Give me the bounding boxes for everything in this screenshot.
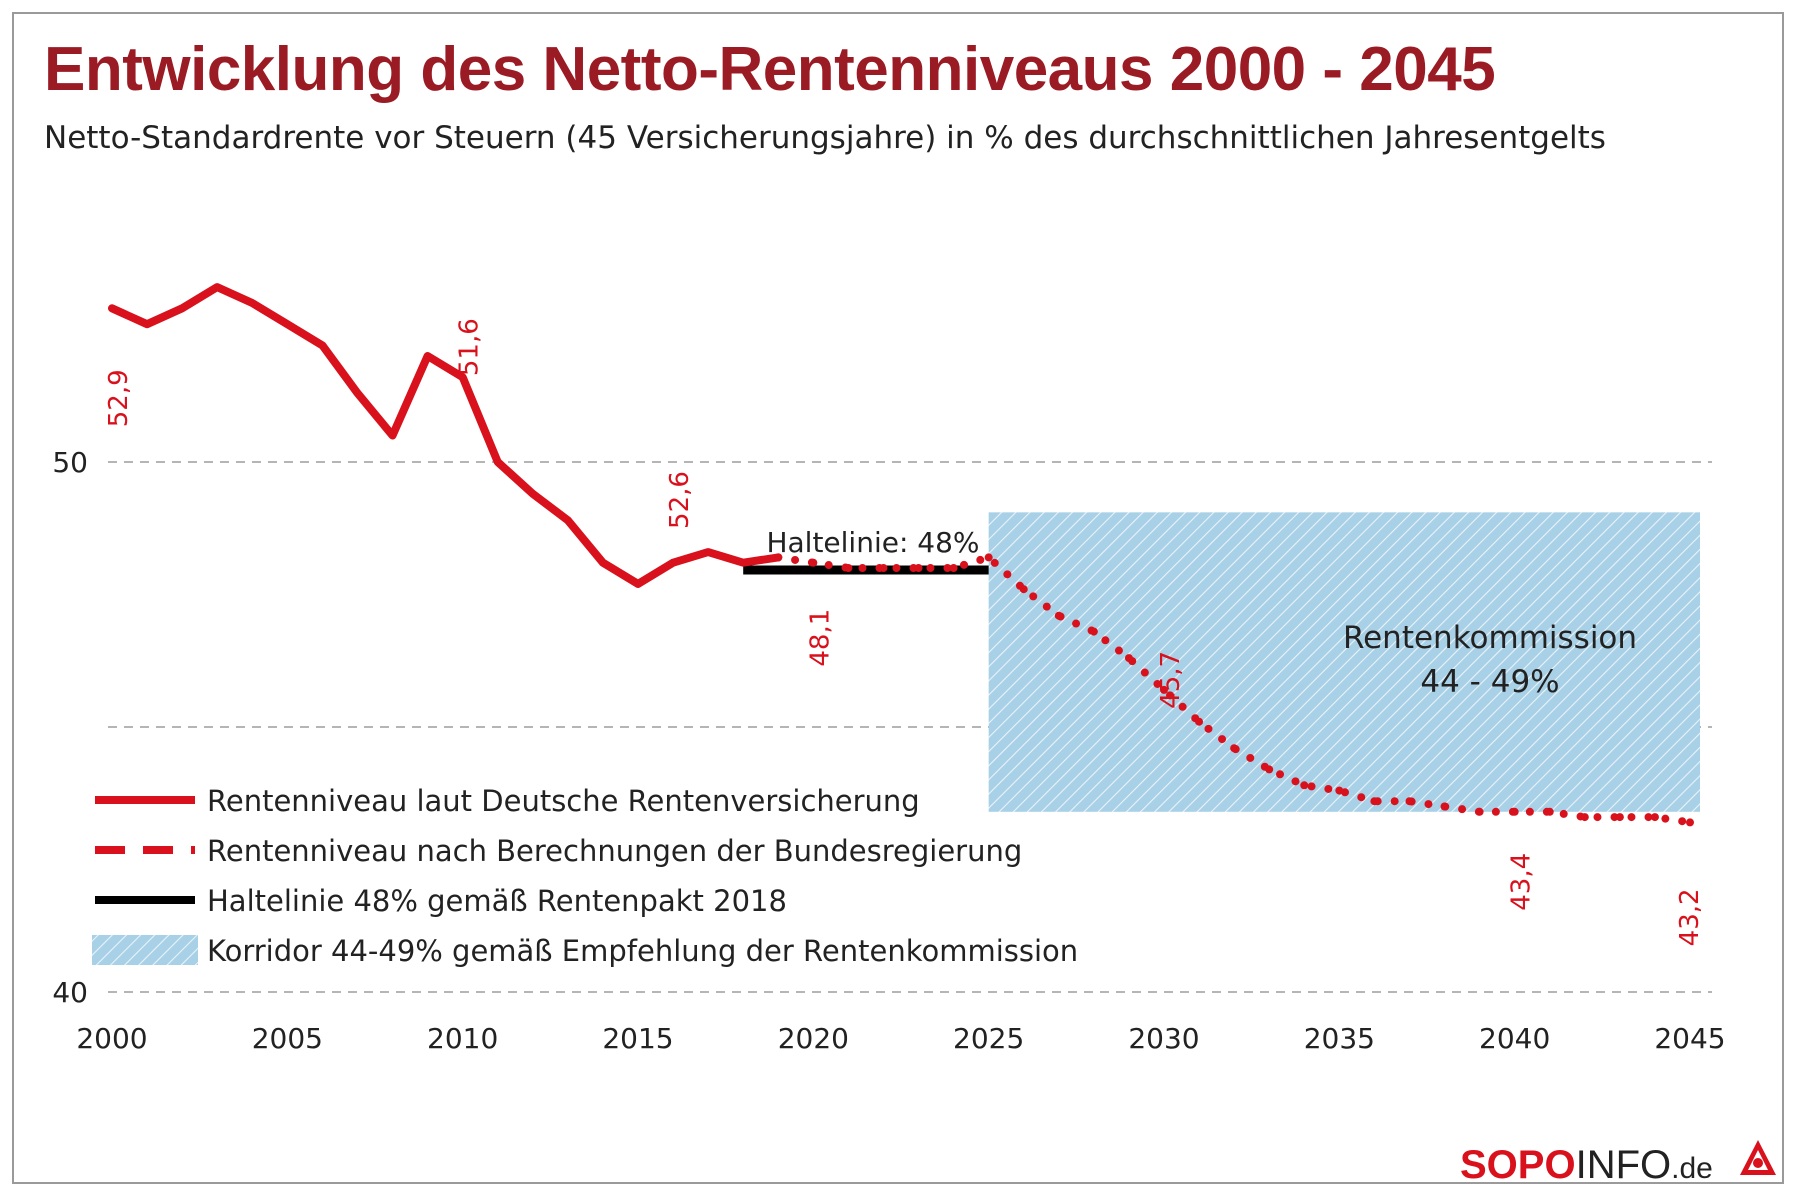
corridor-range-label: 44 - 49%	[1420, 664, 1559, 700]
data-label: 52,9	[104, 369, 134, 427]
data-point-projected	[1265, 765, 1274, 774]
data-label: 52,6	[665, 471, 695, 529]
legend-label: Rentenniveau nach Berechnungen der Bunde…	[207, 834, 1022, 868]
legend-corridor-swatch	[92, 935, 198, 965]
data-point-projected	[1475, 807, 1484, 816]
data-point-projected	[1510, 807, 1519, 816]
y-tick-label: 50	[52, 446, 88, 479]
data-point-projected	[1089, 627, 1098, 636]
x-tick-label: 2030	[1128, 1022, 1199, 1055]
data-label: 51,6	[455, 318, 485, 376]
data-label: 43,4	[1507, 853, 1537, 911]
data-point-projected	[1580, 813, 1589, 822]
data-label: 43,2	[1675, 888, 1705, 946]
x-tick-label: 2015	[602, 1022, 673, 1055]
data-point-projected	[879, 564, 888, 572]
data-label: 45,7	[1156, 651, 1186, 709]
data-point-projected	[1686, 818, 1694, 827]
ig-metall-logo-icon	[1740, 1140, 1776, 1175]
series-actual-line	[108, 283, 783, 588]
data-point-projected	[1195, 717, 1204, 726]
data-point-projected	[949, 564, 958, 572]
y-tick-label: 40	[52, 976, 88, 1009]
data-point-projected	[1650, 813, 1659, 822]
data-point-projected	[1545, 807, 1554, 816]
corridor-label: Rentenkommission	[1343, 620, 1637, 656]
data-point-projected	[984, 553, 993, 562]
legend-label: Korridor 44-49% gemäß Empfehlung der Ren…	[207, 934, 1078, 968]
data-label: 48,1	[805, 609, 835, 667]
corridor-band	[988, 512, 1700, 812]
data-point-projected	[1124, 654, 1133, 663]
x-tick-label: 2025	[953, 1022, 1024, 1055]
x-tick-label: 2005	[252, 1022, 323, 1055]
legend-label: Haltelinie 48% gemäß Rentenpakt 2018	[207, 884, 787, 918]
data-point-projected	[1370, 797, 1379, 806]
data-point-projected	[1615, 813, 1624, 822]
x-tick-label: 2020	[778, 1022, 849, 1055]
data-point-projected	[774, 553, 783, 562]
legend-label: Rentenniveau laut Deutsche Rentenversich…	[207, 784, 920, 818]
x-tick-label: 2000	[76, 1022, 147, 1055]
data-point-projected	[914, 564, 923, 572]
data-point-projected	[1405, 797, 1414, 806]
x-tick-label: 2040	[1479, 1022, 1550, 1055]
data-point-projected	[1335, 786, 1344, 795]
haltelinie-label: Haltelinie: 48%	[766, 526, 979, 559]
data-point-projected	[1019, 585, 1028, 594]
brand-logo: SOPOINFO.de	[1460, 1143, 1713, 1187]
x-tick-label: 2035	[1304, 1022, 1375, 1055]
data-point-projected	[809, 558, 818, 567]
x-tick-label: 2045	[1654, 1022, 1725, 1055]
data-point-projected	[1440, 802, 1449, 811]
chart-title: Entwicklung des Netto-Rentenniveaus 2000…	[44, 35, 1496, 104]
data-point-projected	[1054, 611, 1063, 620]
chart-subtitle: Netto-Standardrente vor Steuern (45 Vers…	[44, 120, 1606, 156]
data-point-projected	[1300, 781, 1309, 790]
data-point-projected	[1160, 685, 1168, 694]
data-point-projected	[1230, 744, 1239, 753]
x-tick-label: 2010	[427, 1022, 498, 1055]
data-point-projected	[844, 564, 853, 572]
